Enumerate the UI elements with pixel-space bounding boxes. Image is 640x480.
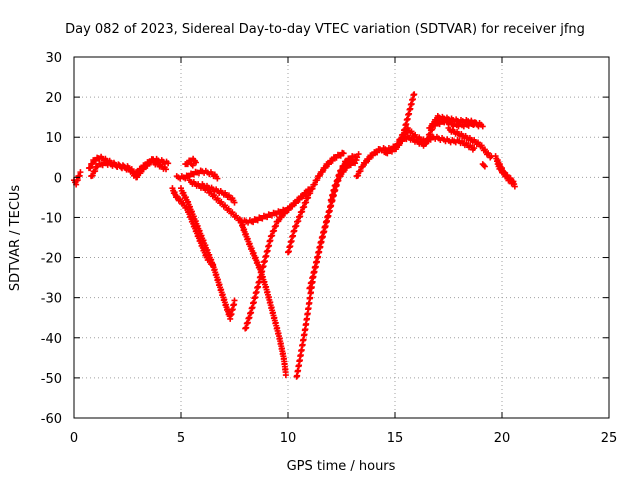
series-track-9 [182, 155, 199, 169]
data-point [231, 297, 238, 304]
data-point [363, 159, 370, 166]
series-track-13 [293, 153, 356, 380]
data-point [163, 166, 170, 173]
x-tick-label: 5 [177, 431, 185, 446]
series-track-23 [494, 161, 516, 187]
series-track-1 [71, 169, 84, 188]
data-point [509, 179, 516, 186]
data-point [355, 151, 362, 158]
data-point [289, 203, 296, 210]
series-track-8 [199, 181, 238, 206]
data-point [366, 155, 373, 162]
data-point [471, 145, 478, 152]
series-track-19 [426, 112, 482, 131]
data-point [89, 172, 96, 179]
data-point [300, 193, 307, 200]
data-point [278, 214, 285, 221]
chart-title: Day 082 of 2023, Sidereal Day-to-day VTE… [65, 22, 585, 37]
series-track-14 [306, 151, 362, 292]
data-point [428, 124, 435, 131]
data-point [353, 157, 360, 164]
data-point [393, 146, 400, 153]
data-point [340, 168, 347, 175]
data-point [343, 164, 350, 171]
series-track-5 [178, 185, 238, 322]
series-track-3 [88, 157, 170, 181]
data-point [340, 150, 347, 157]
series-track-11 [237, 217, 289, 379]
data-point [281, 210, 288, 217]
data-point [396, 142, 403, 149]
y-tick-label: -10 [41, 211, 62, 226]
data-point [134, 174, 141, 181]
data-point [231, 199, 238, 206]
data-point [316, 172, 323, 179]
y-tick-label: -20 [41, 252, 62, 267]
data-point [481, 163, 488, 170]
y-tick-label: -60 [41, 412, 62, 427]
x-tick-label: 25 [601, 431, 618, 446]
data-point [296, 196, 303, 203]
data-point [165, 160, 172, 167]
data-point [325, 161, 332, 168]
data-series [71, 91, 518, 380]
data-point [411, 91, 418, 98]
data-point [137, 170, 144, 177]
y-tick-label: 20 [45, 91, 62, 106]
data-point [511, 183, 518, 190]
x-tick-label: 10 [280, 431, 297, 446]
data-point [292, 200, 299, 207]
data-point [140, 166, 147, 173]
y-tick-label: -40 [41, 332, 62, 347]
x-tick-label: 15 [387, 431, 404, 446]
y-axis-label: SDTVAR / TECUs [8, 185, 23, 292]
data-point [188, 161, 195, 168]
data-point [355, 172, 362, 179]
series-track-12 [285, 149, 347, 256]
series-track-21 [479, 161, 488, 170]
data-point [480, 162, 487, 169]
x-tick-label: 20 [494, 431, 511, 446]
data-point [77, 169, 84, 176]
data-point [92, 168, 99, 175]
data-point [359, 163, 366, 170]
data-point [214, 175, 221, 182]
y-tick-label: 30 [45, 51, 62, 66]
x-axis-label: GPS time / hours [287, 459, 396, 474]
data-point [319, 168, 326, 175]
plot-frame [73, 56, 610, 419]
data-point [357, 168, 364, 175]
x-tick-label: 0 [70, 431, 78, 446]
series-track-10 [242, 186, 313, 332]
y-tick-label: 0 [54, 171, 62, 186]
data-point [285, 207, 292, 214]
data-point [275, 218, 282, 225]
series-track-6 [173, 167, 221, 182]
series-track-15 [327, 157, 360, 204]
y-tick-label: -30 [41, 292, 62, 307]
grid [74, 57, 609, 418]
series-track-20 [445, 125, 495, 161]
data-point [322, 164, 329, 171]
data-point [374, 149, 381, 156]
y-tick-label: 10 [45, 131, 62, 146]
data-point [282, 372, 289, 379]
data-point [369, 152, 376, 159]
data-point [430, 120, 437, 127]
data-point [329, 157, 336, 164]
data-point [332, 182, 339, 189]
data-point [475, 123, 482, 130]
data-point [144, 162, 151, 169]
data-point [352, 160, 359, 167]
series-track-16 [353, 91, 418, 180]
axis-ticks: 0 5 10 15 20 25 -60 -50 -40 -30 -20 -10 0 10 20 30 [41, 51, 618, 446]
y-tick-label: -50 [41, 372, 62, 387]
data-point [335, 177, 342, 184]
data-point [337, 173, 344, 180]
